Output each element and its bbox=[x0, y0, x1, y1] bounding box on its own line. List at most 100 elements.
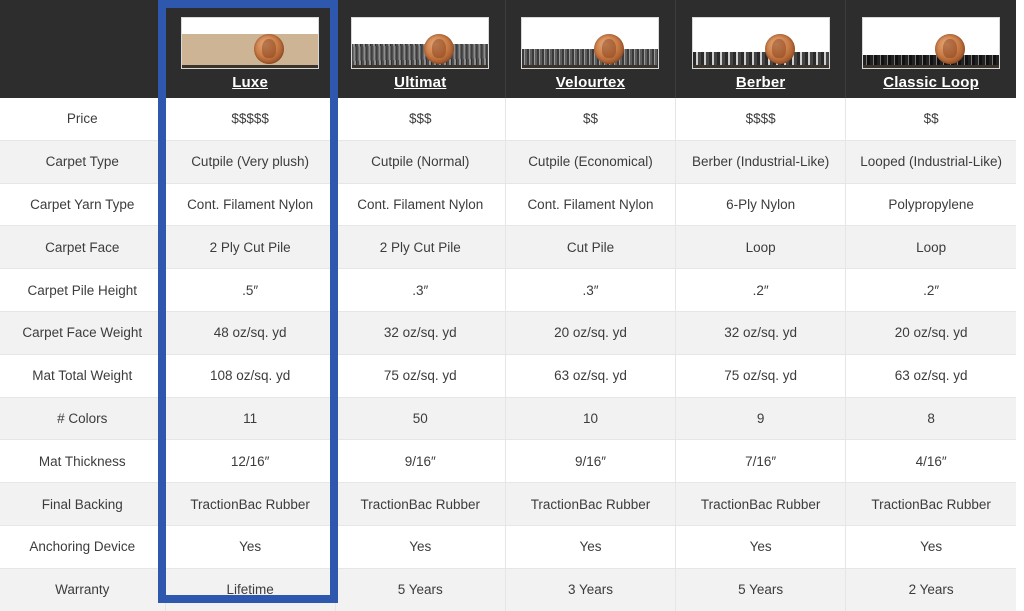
carpet-penny-photo-velourtex-icon bbox=[521, 17, 660, 69]
row-label-carpet-face-weight: Carpet Face Weight bbox=[0, 311, 166, 355]
product-header-ultimat[interactable]: Ultimat bbox=[335, 0, 506, 98]
table-row: Final Backing TractionBac Rubber Tractio… bbox=[0, 482, 1016, 526]
cell-carpet-type-ultimat: Cutpile (Normal) bbox=[335, 140, 506, 184]
row-label-final-backing: Final Backing bbox=[0, 482, 166, 526]
cell-carpet-face-weight-berber: 32 oz/sq. yd bbox=[675, 311, 847, 355]
cell-final-backing-ultimat: TractionBac Rubber bbox=[335, 482, 506, 526]
cell-carpet-face-ultimat: 2 Ply Cut Pile bbox=[335, 225, 506, 270]
row-label-num-colors: # Colors bbox=[0, 397, 166, 441]
product-name-label[interactable]: Classic Loop bbox=[883, 74, 979, 91]
table-row: Carpet Face 2 Ply Cut Pile 2 Ply Cut Pil… bbox=[0, 225, 1016, 270]
cell-final-backing-luxe: TractionBac Rubber bbox=[165, 482, 336, 526]
cell-num-colors-ultimat: 50 bbox=[335, 397, 506, 441]
cell-mat-thickness-classic-loop: 4/16″ bbox=[845, 439, 1016, 484]
cell-carpet-yarn-type-velourtex: Cont. Filament Nylon bbox=[505, 183, 677, 227]
cell-mat-total-weight-berber: 75 oz/sq. yd bbox=[675, 354, 847, 398]
cell-mat-thickness-berber: 7/16″ bbox=[675, 439, 847, 484]
cell-price-luxe: $$$$$ bbox=[165, 98, 336, 141]
cell-final-backing-velourtex: TractionBac Rubber bbox=[505, 482, 677, 526]
cell-anchoring-device-ultimat: Yes bbox=[335, 525, 506, 569]
cell-carpet-yarn-type-classic-loop: Polypropylene bbox=[845, 183, 1016, 227]
product-name-label[interactable]: Ultimat bbox=[394, 74, 447, 91]
penny-icon bbox=[424, 34, 455, 64]
carpet-penny-photo-luxe-icon bbox=[181, 17, 320, 69]
cell-carpet-pile-height-classic-loop: .2″ bbox=[845, 268, 1016, 312]
table-row: Mat Thickness 12/16″ 9/16″ 9/16″ 7/16″ 4… bbox=[0, 439, 1016, 484]
cell-num-colors-luxe: 11 bbox=[165, 397, 336, 441]
product-header-berber[interactable]: Berber bbox=[675, 0, 847, 98]
cell-mat-thickness-luxe: 12/16″ bbox=[165, 439, 336, 484]
cell-anchoring-device-classic-loop: Yes bbox=[845, 525, 1016, 569]
product-name-label[interactable]: Luxe bbox=[232, 74, 268, 91]
product-name-label[interactable]: Berber bbox=[735, 74, 786, 91]
table-row: Carpet Pile Height .5″ .3″ .3″ .2″ .2″ bbox=[0, 268, 1016, 312]
cell-price-berber: $$$$ bbox=[675, 98, 847, 141]
cell-price-velourtex: $$ bbox=[505, 98, 677, 141]
row-label-carpet-pile-height: Carpet Pile Height bbox=[0, 268, 166, 312]
cell-num-colors-berber: 9 bbox=[675, 397, 847, 441]
row-label-warranty: Warranty bbox=[0, 568, 166, 611]
cell-carpet-face-luxe: 2 Ply Cut Pile bbox=[165, 225, 336, 270]
table-row: Warranty Lifetime 5 Years 3 Years 5 Year… bbox=[0, 568, 1016, 611]
product-name-label[interactable]: Velourtex bbox=[555, 74, 626, 91]
cell-carpet-yarn-type-ultimat: Cont. Filament Nylon bbox=[335, 183, 506, 227]
cell-anchoring-device-luxe: Yes bbox=[165, 525, 336, 569]
cell-warranty-berber: 5 Years bbox=[675, 568, 847, 611]
row-label-mat-total-weight: Mat Total Weight bbox=[0, 354, 166, 398]
row-label-mat-thickness: Mat Thickness bbox=[0, 439, 166, 484]
cell-carpet-face-classic-loop: Loop bbox=[845, 225, 1016, 270]
penny-icon bbox=[764, 34, 795, 64]
carpet-penny-photo-classicloop-icon bbox=[862, 17, 1001, 69]
cell-carpet-type-berber: Berber (Industrial-Like) bbox=[675, 140, 847, 184]
table-row: Carpet Face Weight 48 oz/sq. yd 32 oz/sq… bbox=[0, 311, 1016, 355]
cell-final-backing-classic-loop: TractionBac Rubber bbox=[845, 482, 1016, 526]
cell-carpet-yarn-type-berber: 6-Ply Nylon bbox=[675, 183, 847, 227]
carpet-penny-photo-ultimat-icon bbox=[351, 17, 490, 69]
cell-carpet-face-weight-classic-loop: 20 oz/sq. yd bbox=[845, 311, 1016, 355]
cell-warranty-classic-loop: 2 Years bbox=[845, 568, 1016, 611]
cell-anchoring-device-velourtex: Yes bbox=[505, 525, 677, 569]
product-header-luxe[interactable]: Luxe bbox=[165, 0, 336, 98]
cell-mat-thickness-ultimat: 9/16″ bbox=[335, 439, 506, 484]
table-row: Anchoring Device Yes Yes Yes Yes Yes bbox=[0, 525, 1016, 569]
product-header-classic-loop[interactable]: Classic Loop bbox=[845, 0, 1016, 98]
row-label-header bbox=[0, 0, 166, 98]
penny-icon bbox=[935, 34, 966, 64]
cell-carpet-face-berber: Loop bbox=[675, 225, 847, 270]
penny-icon bbox=[254, 34, 285, 64]
table-row: Mat Total Weight 108 oz/sq. yd 75 oz/sq.… bbox=[0, 354, 1016, 398]
header-row: Luxe Ultimat bbox=[0, 0, 1016, 98]
cell-carpet-face-weight-luxe: 48 oz/sq. yd bbox=[165, 311, 336, 355]
penny-icon bbox=[594, 34, 625, 64]
cell-final-backing-berber: TractionBac Rubber bbox=[675, 482, 847, 526]
row-label-anchoring-device: Anchoring Device bbox=[0, 525, 166, 569]
cell-carpet-face-velourtex: Cut Pile bbox=[505, 225, 677, 270]
cell-carpet-pile-height-luxe: .5″ bbox=[165, 268, 336, 312]
cell-carpet-yarn-type-luxe: Cont. Filament Nylon bbox=[165, 183, 336, 227]
cell-mat-total-weight-classic-loop: 63 oz/sq. yd bbox=[845, 354, 1016, 398]
cell-carpet-face-weight-velourtex: 20 oz/sq. yd bbox=[505, 311, 677, 355]
cell-carpet-pile-height-velourtex: .3″ bbox=[505, 268, 677, 312]
cell-mat-total-weight-luxe: 108 oz/sq. yd bbox=[165, 354, 336, 398]
carpet-penny-photo-berber-icon bbox=[691, 17, 830, 69]
cell-warranty-ultimat: 5 Years bbox=[335, 568, 506, 611]
cell-carpet-pile-height-berber: .2″ bbox=[675, 268, 847, 312]
cell-carpet-pile-height-ultimat: .3″ bbox=[335, 268, 506, 312]
cell-carpet-type-velourtex: Cutpile (Economical) bbox=[505, 140, 677, 184]
cell-anchoring-device-berber: Yes bbox=[675, 525, 847, 569]
table-header: Luxe Ultimat bbox=[0, 0, 1016, 98]
row-label-carpet-face: Carpet Face bbox=[0, 225, 166, 270]
row-label-price: Price bbox=[0, 98, 166, 141]
table-row: Carpet Type Cutpile (Very plush) Cutpile… bbox=[0, 140, 1016, 184]
cell-price-classic-loop: $$ bbox=[845, 98, 1016, 141]
product-header-velourtex[interactable]: Velourtex bbox=[505, 0, 677, 98]
cell-carpet-face-weight-ultimat: 32 oz/sq. yd bbox=[335, 311, 506, 355]
cell-num-colors-classic-loop: 8 bbox=[845, 397, 1016, 441]
row-label-carpet-yarn-type: Carpet Yarn Type bbox=[0, 183, 166, 227]
table-body: Price $$$$$ $$$ $$ $$$$ $$ Carpet Type C… bbox=[0, 98, 1016, 611]
table-row: Carpet Yarn Type Cont. Filament Nylon Co… bbox=[0, 183, 1016, 227]
table-row: # Colors 11 50 10 9 8 bbox=[0, 397, 1016, 441]
row-label-carpet-type: Carpet Type bbox=[0, 140, 166, 184]
